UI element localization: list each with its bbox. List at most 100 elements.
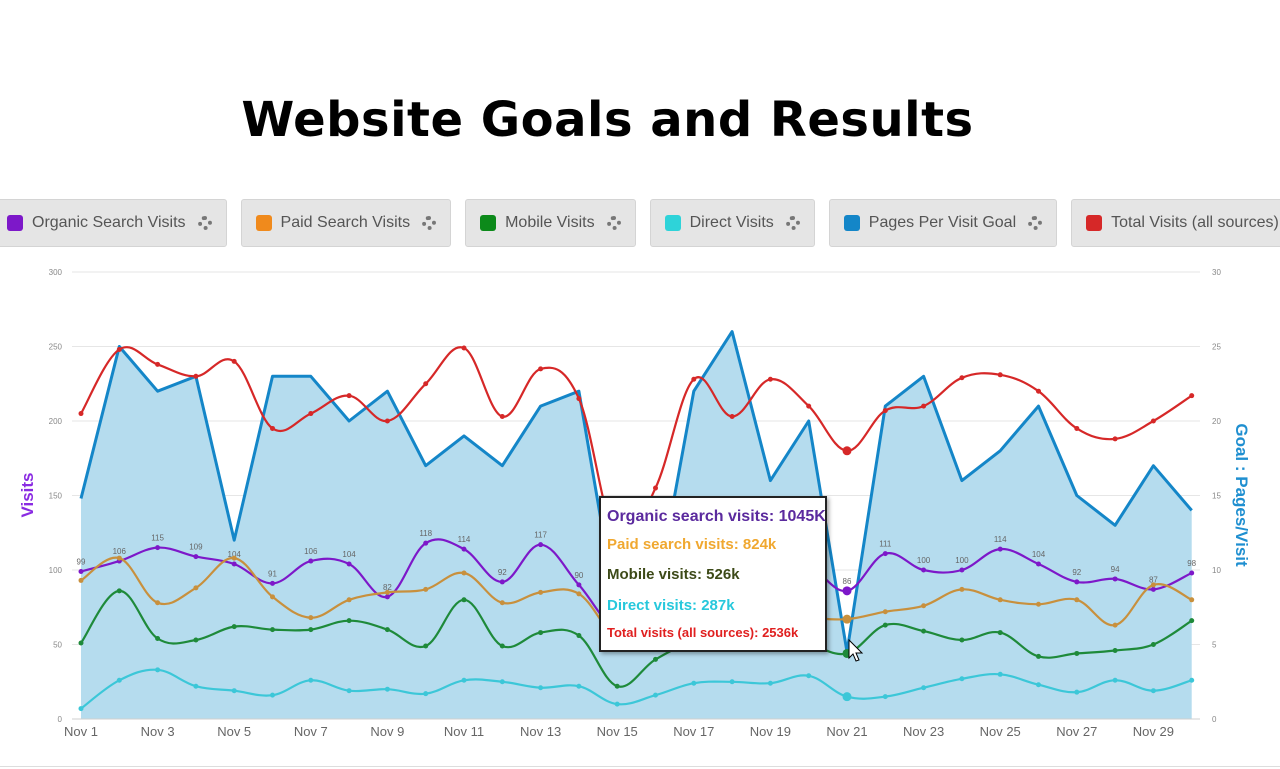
legend-paid-search-visits[interactable]: Paid Search Visits bbox=[240, 199, 452, 247]
gear-icon[interactable] bbox=[197, 216, 212, 230]
page-title: Website Goals and Results bbox=[241, 92, 974, 148]
mobile-visits-point bbox=[461, 597, 467, 603]
y-tick-label: 250 bbox=[49, 343, 63, 352]
organic-search-visits-point bbox=[576, 582, 582, 588]
mobile-visits-point bbox=[997, 630, 1003, 636]
total-visits-all-sources-point bbox=[193, 373, 199, 379]
paid-search-visits-point bbox=[270, 594, 275, 600]
organic-search-visits-point bbox=[384, 594, 390, 600]
y2-tick-label: 0 bbox=[1212, 715, 1217, 724]
x-tick-label: Nov 3 bbox=[141, 724, 175, 739]
direct-visits-point bbox=[499, 679, 505, 685]
paid-search-visits-point bbox=[997, 597, 1003, 603]
legend-bar: Organic Search Visits Paid Search Visits… bbox=[0, 199, 1280, 249]
legend-total-visits[interactable]: Total Visits (all sources) bbox=[1071, 199, 1280, 247]
total-visits-all-sources-point bbox=[691, 376, 697, 382]
direct-visits-point bbox=[193, 683, 199, 689]
direct-visits-point bbox=[155, 667, 161, 673]
organic-search-visits-point bbox=[155, 545, 161, 551]
organic-search-visits-point bbox=[461, 546, 467, 552]
y2-axis-title: Goal : Pages/Visit bbox=[1232, 423, 1251, 567]
legend-mobile-visits[interactable]: Mobile Visits bbox=[465, 199, 636, 247]
paid-search-visits-point bbox=[1036, 601, 1041, 607]
x-tick-label: Nov 29 bbox=[1133, 724, 1174, 739]
legend-swatch-organic bbox=[7, 215, 23, 231]
data-label: 118 bbox=[419, 529, 432, 538]
legend-label-direct: Direct Visits bbox=[689, 214, 774, 231]
total-visits-all-sources-point bbox=[538, 366, 544, 372]
paid-search-visits-point bbox=[1150, 582, 1156, 588]
y2-tick-label: 25 bbox=[1212, 343, 1221, 352]
direct-visits-point bbox=[576, 683, 582, 689]
mobile-visits-point bbox=[538, 630, 544, 636]
gear-icon[interactable] bbox=[785, 216, 800, 230]
organic-search-visits-point bbox=[499, 579, 505, 585]
legend-label-organic: Organic Search Visits bbox=[32, 214, 186, 231]
mobile-visits-point bbox=[231, 624, 237, 630]
direct-visits-point bbox=[653, 692, 658, 698]
organic-search-visits-point bbox=[346, 561, 352, 567]
paid-search-visits-point bbox=[231, 555, 237, 561]
paid-search-visits-point bbox=[921, 603, 927, 609]
gear-icon[interactable] bbox=[1028, 216, 1043, 230]
legend-swatch-goal bbox=[843, 215, 860, 231]
paid-search-visits-point bbox=[423, 586, 429, 592]
y2-tick-label: 5 bbox=[1212, 641, 1217, 650]
mobile-visits-point bbox=[921, 628, 927, 634]
organic-search-visits-point bbox=[78, 568, 84, 574]
direct-visits-point bbox=[538, 685, 544, 691]
legend-direct-visits[interactable]: Direct Visits bbox=[649, 199, 815, 247]
total-visits-all-sources-point bbox=[653, 485, 658, 491]
tooltip-mobile: Mobile visits: 526k bbox=[607, 566, 740, 583]
organic-search-visits-point bbox=[193, 554, 199, 560]
mobile-visits-point bbox=[308, 627, 314, 633]
paid-search-visits-point bbox=[461, 570, 467, 576]
data-label: 106 bbox=[113, 547, 127, 556]
gear-icon[interactable] bbox=[422, 216, 437, 230]
data-label: 99 bbox=[77, 557, 86, 566]
direct-visits-point bbox=[384, 686, 390, 692]
total-visits-all-sources-point bbox=[882, 408, 888, 414]
mobile-visits-point bbox=[653, 656, 658, 662]
total-visits-all-sources-point bbox=[767, 376, 773, 382]
total-visits-all-sources-point bbox=[384, 418, 390, 424]
mobile-visits-point bbox=[1189, 618, 1195, 624]
paid-search-visits-point bbox=[155, 600, 161, 606]
organic-search-visits-point bbox=[1074, 579, 1080, 585]
legend-swatch-mobile bbox=[480, 215, 497, 231]
data-label: 117 bbox=[534, 531, 547, 540]
y-tick-label: 150 bbox=[49, 492, 63, 501]
direct-visits-point bbox=[997, 671, 1003, 677]
data-label: 86 bbox=[843, 577, 852, 586]
y-tick-label: 0 bbox=[58, 715, 63, 724]
legend-pages-per-visit-goal[interactable]: Pages Per Visit Goal bbox=[828, 199, 1058, 247]
tooltip-organic: Organic search visits: 1045K bbox=[607, 508, 826, 525]
mobile-visits-point bbox=[116, 588, 122, 594]
paid-search-visits-point bbox=[882, 609, 888, 615]
x-tick-label: Nov 21 bbox=[826, 724, 867, 739]
y-axis-title: Visits bbox=[18, 472, 37, 517]
total-visits-all-sources-point bbox=[308, 411, 314, 417]
organic-search-visits-point bbox=[842, 586, 852, 596]
direct-visits-point bbox=[842, 692, 852, 702]
legend-swatch-total bbox=[1086, 215, 1103, 231]
y-tick-label: 200 bbox=[49, 417, 63, 426]
legend-organic-search-visits[interactable]: Organic Search Visits bbox=[0, 199, 227, 247]
total-visits-all-sources-point bbox=[423, 381, 429, 387]
gear-icon[interactable] bbox=[606, 216, 621, 230]
chart-tooltip: Organic search visits: 1045K Paid search… bbox=[599, 496, 827, 652]
x-tick-label: Nov 7 bbox=[294, 724, 328, 739]
total-visits-all-sources-point bbox=[1189, 393, 1195, 399]
data-label: 104 bbox=[342, 550, 356, 559]
direct-visits-point bbox=[767, 680, 773, 686]
paid-search-visits-point bbox=[384, 589, 390, 595]
paid-search-visits-point bbox=[1074, 597, 1080, 603]
data-label: 92 bbox=[498, 568, 507, 577]
legend-label-paid: Paid Search Visits bbox=[280, 214, 411, 231]
direct-visits-point bbox=[231, 688, 237, 694]
data-label: 114 bbox=[458, 535, 471, 544]
data-label: 104 bbox=[1032, 550, 1046, 559]
x-tick-label: Nov 25 bbox=[980, 724, 1021, 739]
organic-search-visits-point bbox=[231, 561, 237, 567]
direct-visits-point bbox=[423, 691, 429, 697]
